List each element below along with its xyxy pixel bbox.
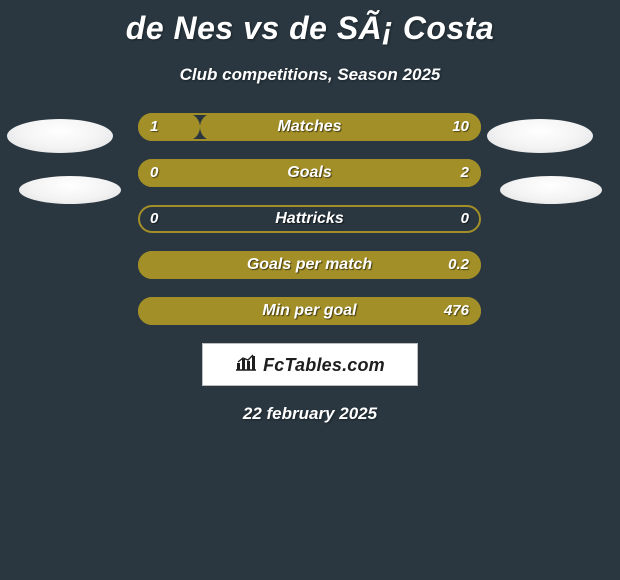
- bar-chart-icon: [235, 353, 257, 376]
- bar-fill-left: [138, 113, 200, 141]
- bar-right-value: 476: [444, 297, 469, 325]
- date-text: 22 february 2025: [0, 404, 620, 424]
- brand-box: FcTables.com: [202, 343, 418, 386]
- bar-fill-right: [200, 113, 481, 141]
- page-title: de Nes vs de SÃ¡ Costa: [0, 0, 620, 47]
- bar-outline: [138, 205, 481, 233]
- bar-track: 02Goals: [138, 159, 481, 187]
- bar-fill-right: [138, 251, 481, 279]
- bar-track: 110Matches: [138, 113, 481, 141]
- stat-row: 110Matches: [0, 113, 620, 141]
- bar-track: 00Hattricks: [138, 205, 481, 233]
- bar-left-value: 0: [150, 205, 158, 233]
- bar-right-value: 0: [461, 205, 469, 233]
- bar-right-value: 0.2: [448, 251, 469, 279]
- bar-track: 0.2Goals per match: [138, 251, 481, 279]
- brand-text: FcTables.com: [263, 355, 385, 376]
- bar-left-value: 0: [150, 159, 158, 187]
- bar-track: 476Min per goal: [138, 297, 481, 325]
- stat-row: 02Goals: [0, 159, 620, 187]
- stat-row: 476Min per goal: [0, 297, 620, 325]
- bar-left-value: 1: [150, 113, 158, 141]
- stat-row: 0.2Goals per match: [0, 251, 620, 279]
- bar-fill-right: [138, 297, 481, 325]
- stat-row: 00Hattricks: [0, 205, 620, 233]
- bar-right-value: 2: [461, 159, 469, 187]
- subtitle: Club competitions, Season 2025: [0, 65, 620, 85]
- bar-right-value: 10: [452, 113, 469, 141]
- bar-fill-right: [138, 159, 481, 187]
